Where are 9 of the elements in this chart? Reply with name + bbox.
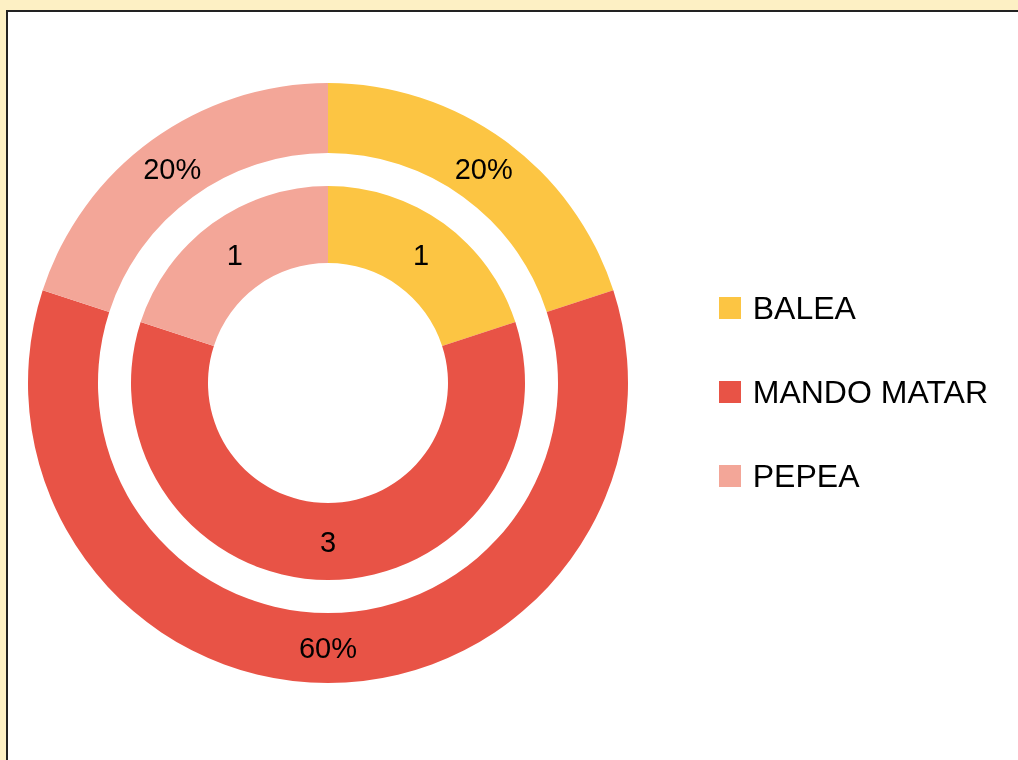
data-label: 1 (226, 238, 243, 271)
legend-label: BALEA (752, 289, 856, 327)
data-label: 20% (143, 152, 202, 185)
data-label: 20% (454, 152, 513, 185)
data-label: 60% (298, 632, 358, 664)
data-label: 3 (319, 525, 337, 558)
data-label: 1 (413, 238, 430, 271)
legend-label: MANDO MATAR (752, 373, 988, 411)
legend-label: PEPEA (752, 457, 860, 495)
